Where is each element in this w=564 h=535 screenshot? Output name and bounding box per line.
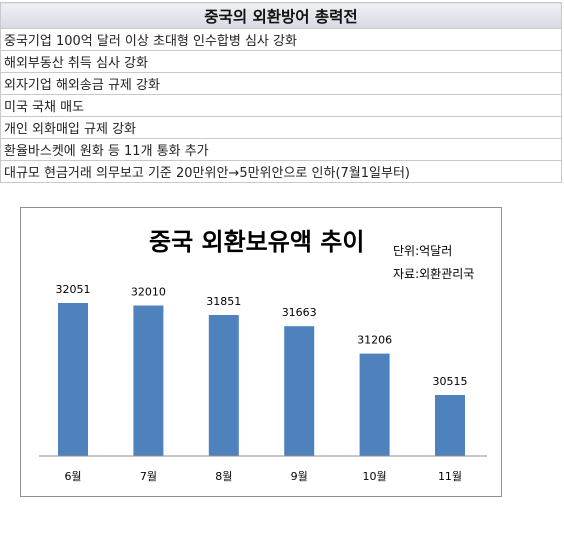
table-row: 미국 국채 매도 xyxy=(0,94,562,117)
table-row: 대규모 현금거래 의무보고 기준 20만위안→5만위안으로 인하(7월1일부터) xyxy=(0,160,562,183)
category-label: 7월 xyxy=(140,470,157,483)
category-label: 11월 xyxy=(438,470,462,483)
category-label: 9월 xyxy=(291,470,308,483)
table-title: 중국의 외환방어 총력전 xyxy=(0,2,562,29)
unit-note: 단위:억달러 xyxy=(393,244,452,258)
chart-canvas: 중국 외환보유액 추이 단위:억달러 자료:외환관리국 32051 6월 32010… xyxy=(39,228,487,483)
bar xyxy=(435,395,465,456)
category-label: 6월 xyxy=(64,470,81,483)
bars-layer: 32051 6월 32010 7월 31851 8월 31663 9월 31206 10월 3051… xyxy=(56,283,468,483)
category-label: 10월 xyxy=(363,470,387,483)
table-row: 외자기업 해외송금 규제 강화 xyxy=(0,72,562,95)
table-row: 환율바스켓에 원화 등 11개 통화 추가 xyxy=(0,138,562,161)
chart-title: 중국 외환보유액 추이 xyxy=(149,228,364,256)
data-label: 31663 xyxy=(282,306,317,319)
data-label: 32051 xyxy=(56,283,91,296)
table-row: 개인 외화매입 규제 강화 xyxy=(0,116,562,139)
bar xyxy=(133,305,164,456)
category-label: 8월 xyxy=(215,470,232,483)
data-label: 31206 xyxy=(357,334,392,347)
data-label: 30515 xyxy=(433,375,468,388)
policy-table: 중국의 외환방어 총력전 중국기업 100억 달러 이상 초대형 인수합병 심사… xyxy=(0,2,562,183)
source-note: 자료:외환관리국 xyxy=(393,267,474,281)
table-row: 해외부동산 취득 심사 강화 xyxy=(0,50,562,73)
bar xyxy=(284,326,315,456)
bar xyxy=(359,353,390,456)
data-label: 32010 xyxy=(131,286,166,299)
bar-chart: 중국 외환보유액 추이 단위:억달러 자료:외환관리국 32051 6월 32010… xyxy=(20,207,502,497)
bar xyxy=(208,315,239,456)
table-row: 중국기업 100억 달러 이상 초대형 인수합병 심사 강화 xyxy=(0,28,562,51)
bar xyxy=(58,303,88,456)
data-label: 31851 xyxy=(206,295,241,308)
